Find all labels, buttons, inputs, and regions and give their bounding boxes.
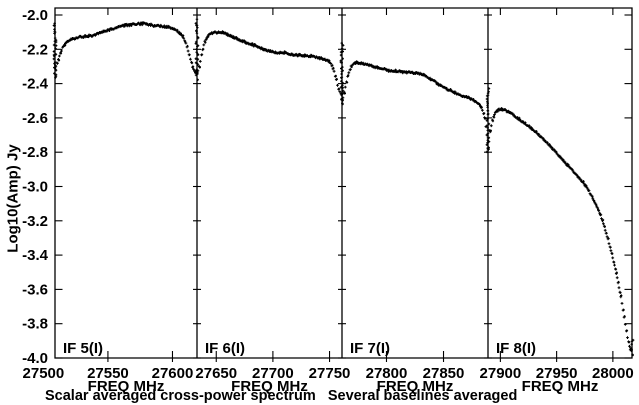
x-tick-label: 27700	[252, 365, 294, 382]
freq-axis-label: FREQ MHz	[522, 378, 599, 395]
if-label: IF 8(I)	[496, 340, 536, 357]
y-tick-label: -2.4	[22, 76, 49, 93]
if-label: IF 6(I)	[205, 340, 245, 357]
y-tick-label: -3.6	[22, 281, 48, 298]
axes: -2.0 -2.2 -2.4 -2.6 -2.8 -3.0 -3.2 -3.4 -3.6 -3.8…	[22, 7, 633, 367]
y-tick-label: -2.8	[22, 144, 48, 161]
x-tick-label: 27950	[536, 365, 578, 382]
y-tick-label: -3.8	[22, 316, 48, 333]
x-tick-label: 27600	[152, 365, 194, 382]
x-tick-label: 27750	[309, 365, 351, 382]
y-tick-label: -2.0	[22, 7, 48, 24]
x-tick-label: 27800	[366, 365, 408, 382]
plot-frame	[54, 7, 633, 359]
x-tick-label: 27850	[423, 365, 465, 382]
freq-axis-label: FREQ MHz	[377, 378, 454, 395]
freq-axis-label: FREQ MHz	[231, 378, 308, 395]
spectrum-trace	[52, 18, 635, 357]
x-tick-label: 27500	[23, 365, 65, 382]
y-tick-label: -2.2	[22, 41, 48, 58]
y-tick-label: -3.4	[22, 247, 49, 264]
figure-caption: Scalar averaged cross-power spectrum Sev…	[45, 388, 518, 404]
if-label: IF 7(I)	[350, 340, 390, 357]
x-tick-label: 28000	[592, 365, 634, 382]
if-label: IF 5(I)	[63, 340, 103, 357]
x-tick-label: 27900	[480, 365, 522, 382]
freq-axis-label: FREQ MHz	[88, 378, 165, 395]
y-tick-label: -2.6	[22, 110, 48, 127]
y-tick-label: -3.0	[22, 179, 48, 196]
x-tick-label: 27550	[87, 365, 129, 382]
x-tick-label: 27650	[195, 365, 237, 382]
y-tick-label: -3.2	[22, 213, 48, 230]
y-tick-label: -4.0	[22, 350, 48, 367]
